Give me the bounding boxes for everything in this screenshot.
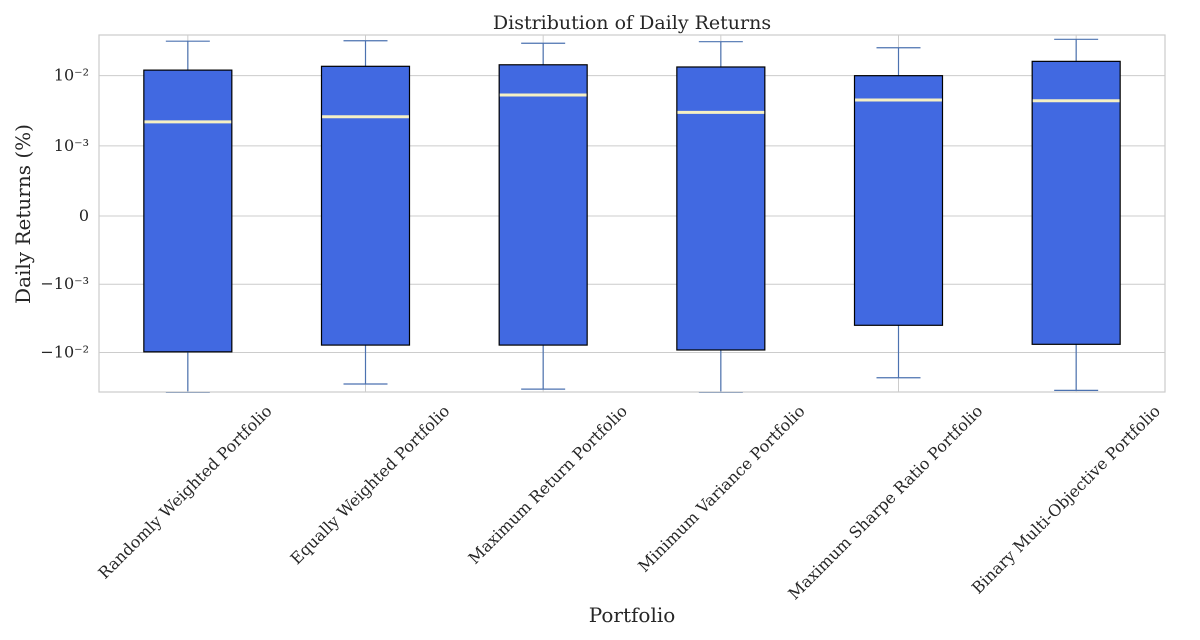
y-tick-label-4: 10⁻² xyxy=(54,66,89,85)
box-group-5 xyxy=(1031,38,1121,391)
y-tick-label-0: −10⁻² xyxy=(40,342,89,361)
box-iqr-0 xyxy=(143,69,233,353)
box-group-4 xyxy=(853,47,944,379)
box-group-3 xyxy=(676,41,766,393)
y-tick-label-2: 0 xyxy=(79,206,89,225)
boxes xyxy=(143,38,1121,393)
x-axis-label: Portfolio xyxy=(589,603,676,627)
box-group-0 xyxy=(143,40,233,393)
box-iqr-3 xyxy=(676,66,766,351)
box-iqr-5 xyxy=(1031,60,1121,345)
box-group-2 xyxy=(498,42,588,390)
box-iqr-2 xyxy=(498,64,588,346)
y-tick-label-1: −10⁻³ xyxy=(40,274,89,293)
plot-frame xyxy=(98,34,1166,393)
y-tick-labels: −10⁻² −10⁻³ 0 10⁻³ 10⁻² xyxy=(40,66,89,362)
box-group-1 xyxy=(320,40,411,385)
y-tick-label-3: 10⁻³ xyxy=(54,136,89,155)
box-iqr-4 xyxy=(853,75,944,326)
box-iqr-1 xyxy=(320,65,411,346)
y-axis-label: Daily Returns (%) xyxy=(11,124,35,304)
chart-title: Distribution of Daily Returns xyxy=(493,12,771,34)
